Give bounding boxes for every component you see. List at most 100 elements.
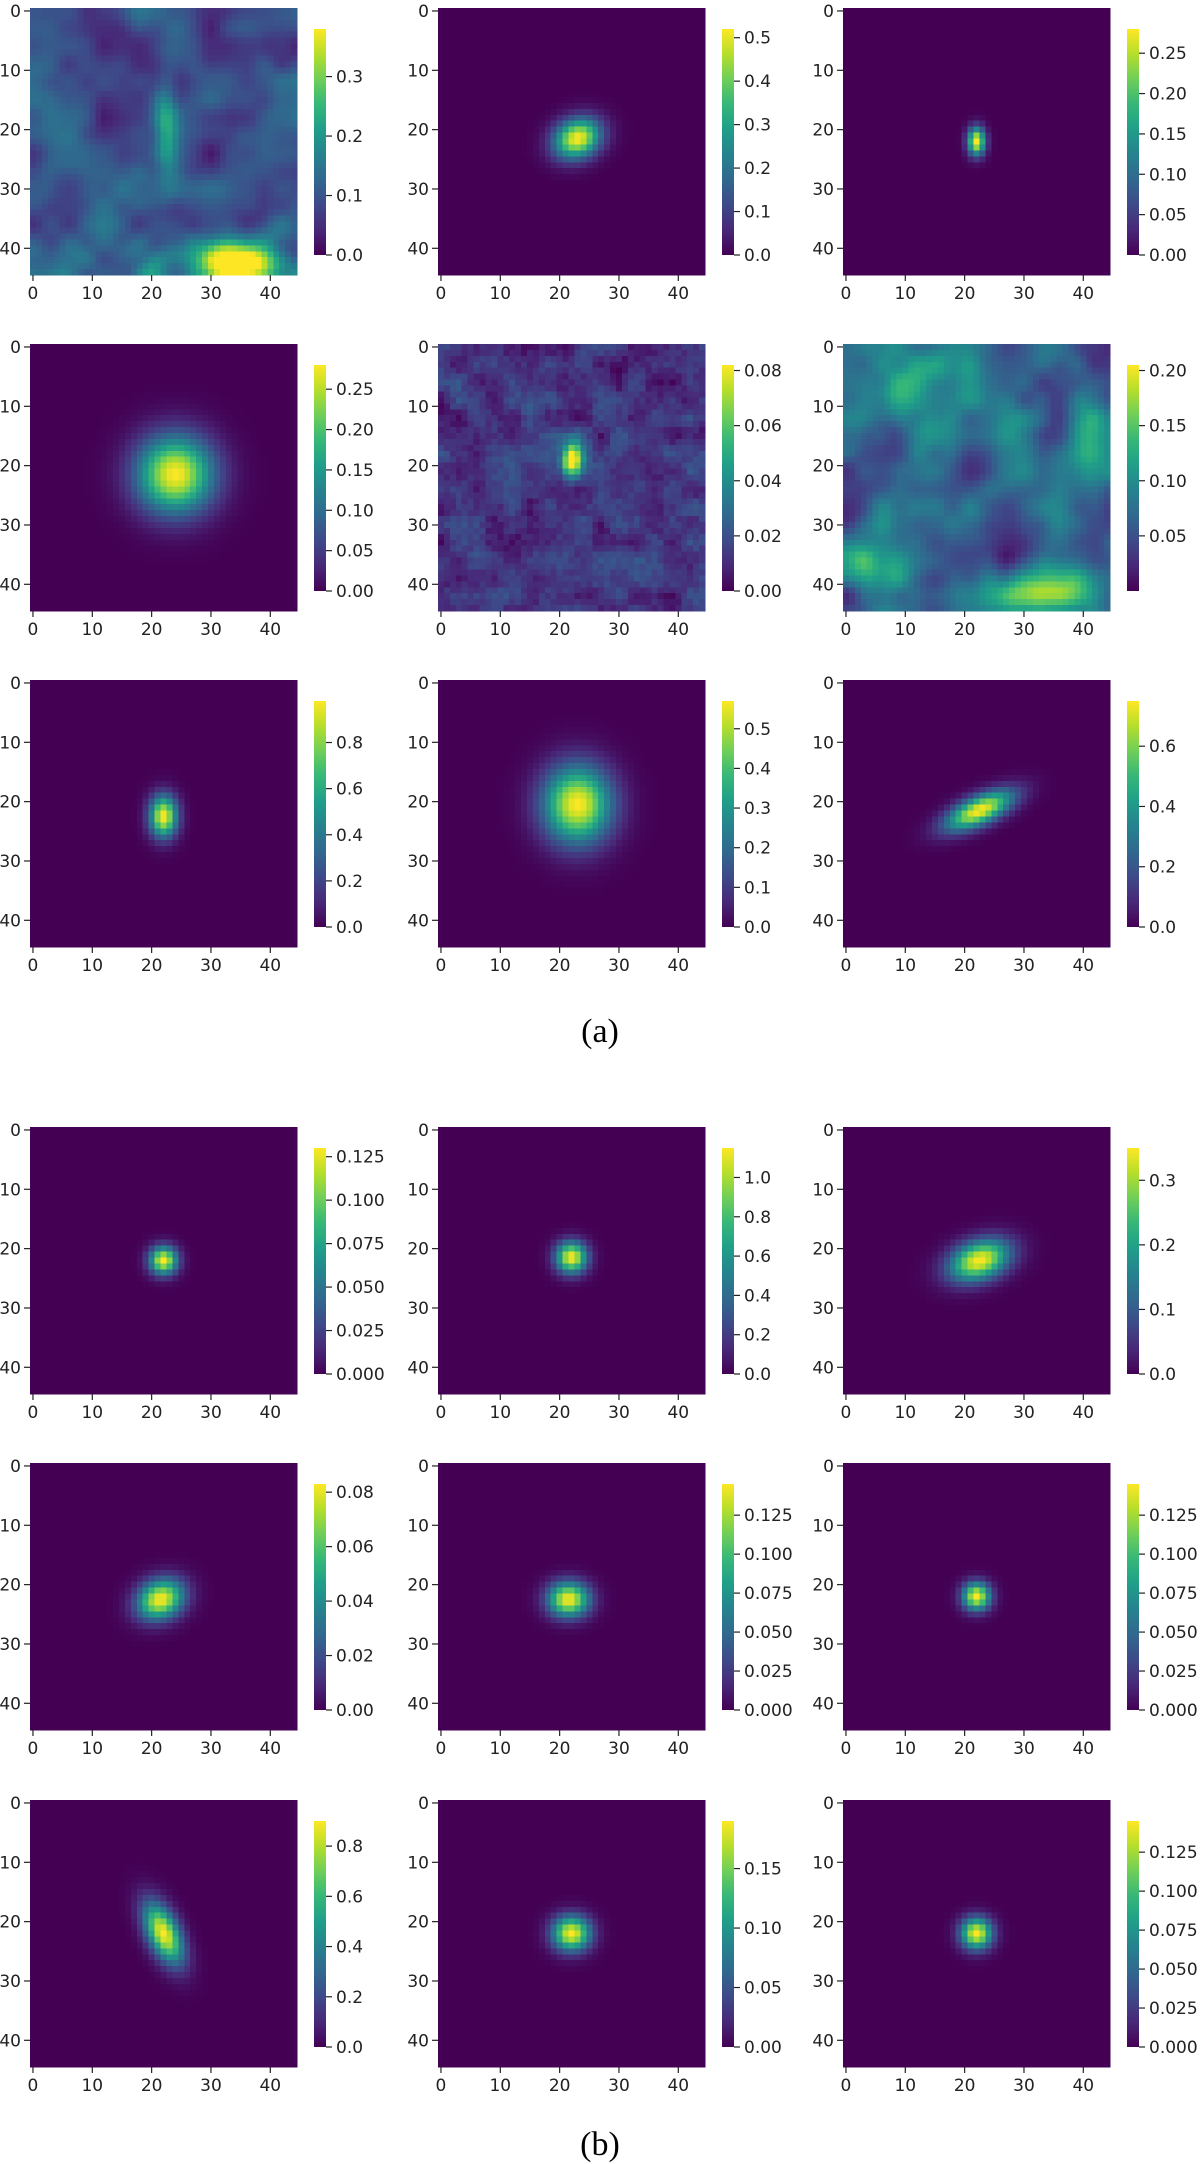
x-tick-label: 0 [436, 2076, 447, 2096]
y-tick-label: 30 [407, 1635, 429, 1655]
colorbar-tick-label: 0.000 [1149, 1701, 1198, 1721]
x-tick-label: 40 [259, 284, 281, 304]
y-tick-label: 30 [812, 1635, 834, 1655]
colorbar [1127, 701, 1139, 927]
colorbar [314, 1821, 326, 2047]
y-tick-label: 30 [407, 516, 429, 536]
x-tick-label: 40 [1072, 956, 1094, 976]
heatmap-cells [843, 680, 1111, 948]
y-tick-label: 10 [407, 61, 429, 81]
colorbar-tick-label: 0.0 [744, 1365, 771, 1385]
y-tick-label: 30 [812, 180, 834, 200]
colorbar-tick-label: 0.075 [1149, 1584, 1198, 1604]
colorbar-tick-label: 0.1 [744, 203, 771, 223]
colorbar-tick-label: 0.15 [744, 1860, 782, 1880]
colorbar [1127, 365, 1139, 591]
y-tick-label: 10 [0, 1180, 21, 1200]
colorbar-tick-label: 0.050 [744, 1623, 793, 1643]
heatmap-cells [30, 8, 298, 276]
colorbar-tick-label: 0.4 [744, 759, 771, 779]
y-tick-label: 0 [10, 1121, 21, 1141]
colorbar-tick-label: 0.0 [1149, 918, 1176, 938]
x-tick-label: 10 [489, 284, 511, 304]
x-tick-label: 10 [894, 1403, 916, 1423]
y-tick-label: 0 [823, 1121, 834, 1141]
x-tick-label: 0 [28, 956, 39, 976]
colorbar-tick-label: 0.4 [744, 1286, 771, 1306]
colorbar-tick-label: 1.0 [744, 1168, 771, 1188]
y-tick-label: 0 [10, 1794, 21, 1814]
y-tick-label: 40 [407, 575, 429, 595]
y-tick-label: 40 [812, 575, 834, 595]
x-tick-label: 10 [489, 620, 511, 640]
y-tick-label: 40 [812, 239, 834, 259]
colorbar-tick-label: 0.00 [744, 582, 782, 602]
y-tick-label: 20 [0, 457, 21, 477]
y-tick-label: 10 [812, 733, 834, 753]
x-tick-label: 0 [436, 1739, 447, 1759]
colorbar-tick-label: 0.02 [336, 1647, 374, 1667]
colorbar-tick-label: 0.4 [336, 826, 363, 846]
y-tick-label: 20 [407, 457, 429, 477]
y-tick-label: 20 [0, 1913, 21, 1933]
colorbar-tick-label: 0.6 [744, 1247, 771, 1267]
x-tick-label: 10 [81, 2076, 103, 2096]
y-tick-label: 10 [812, 397, 834, 417]
colorbar-tick-label: 0.15 [1149, 125, 1187, 145]
x-tick-label: 30 [200, 284, 222, 304]
y-tick-label: 20 [407, 121, 429, 141]
y-tick-label: 10 [0, 61, 21, 81]
y-tick-label: 0 [823, 674, 834, 694]
heatmap-cells [438, 680, 706, 948]
y-tick-label: 20 [812, 1913, 834, 1933]
x-tick-label: 20 [141, 1403, 163, 1423]
y-tick-label: 0 [418, 1121, 429, 1141]
colorbar-tick-label: 0.05 [744, 1979, 782, 1999]
x-tick-label: 20 [954, 1739, 976, 1759]
colorbar-tick-label: 0.125 [336, 1148, 385, 1168]
x-tick-label: 10 [894, 620, 916, 640]
x-tick-label: 20 [954, 956, 976, 976]
x-tick-label: 40 [667, 284, 689, 304]
y-tick-label: 0 [10, 1457, 21, 1477]
heatmap-cells [843, 1463, 1111, 1731]
heatmap-cells [30, 344, 298, 612]
x-tick-label: 0 [436, 956, 447, 976]
colorbar [1127, 29, 1139, 255]
x-tick-label: 0 [28, 1739, 39, 1759]
colorbar-tick-label: 0.100 [336, 1191, 385, 1211]
x-tick-label: 10 [894, 956, 916, 976]
heatmap-cells [30, 680, 298, 948]
heatmap-cells [438, 1127, 706, 1395]
subfigure-label-a: (a) [581, 1013, 619, 1050]
x-tick-label: 10 [81, 620, 103, 640]
x-tick-label: 20 [549, 956, 571, 976]
colorbar-tick-label: 0.15 [336, 461, 374, 481]
x-tick-label: 10 [81, 284, 103, 304]
y-tick-label: 10 [407, 397, 429, 417]
y-tick-label: 30 [407, 1972, 429, 1992]
y-tick-label: 0 [418, 1794, 429, 1814]
y-tick-label: 20 [0, 793, 21, 813]
colorbar-tick-label: 0.100 [1149, 1882, 1198, 1902]
colorbar-tick-label: 0.10 [1149, 165, 1187, 185]
y-tick-label: 40 [0, 2031, 21, 2051]
colorbar-tick-label: 0.20 [1149, 85, 1187, 105]
colorbar-tick-label: 0.000 [744, 1701, 793, 1721]
heatmap-cells [438, 344, 706, 612]
x-tick-label: 0 [841, 1739, 852, 1759]
colorbar-tick-label: 0.0 [744, 246, 771, 266]
x-tick-label: 40 [667, 1403, 689, 1423]
colorbar [1127, 1821, 1139, 2047]
y-tick-label: 30 [0, 1635, 21, 1655]
x-tick-label: 30 [1013, 1403, 1035, 1423]
heatmap-cells [843, 1800, 1111, 2068]
